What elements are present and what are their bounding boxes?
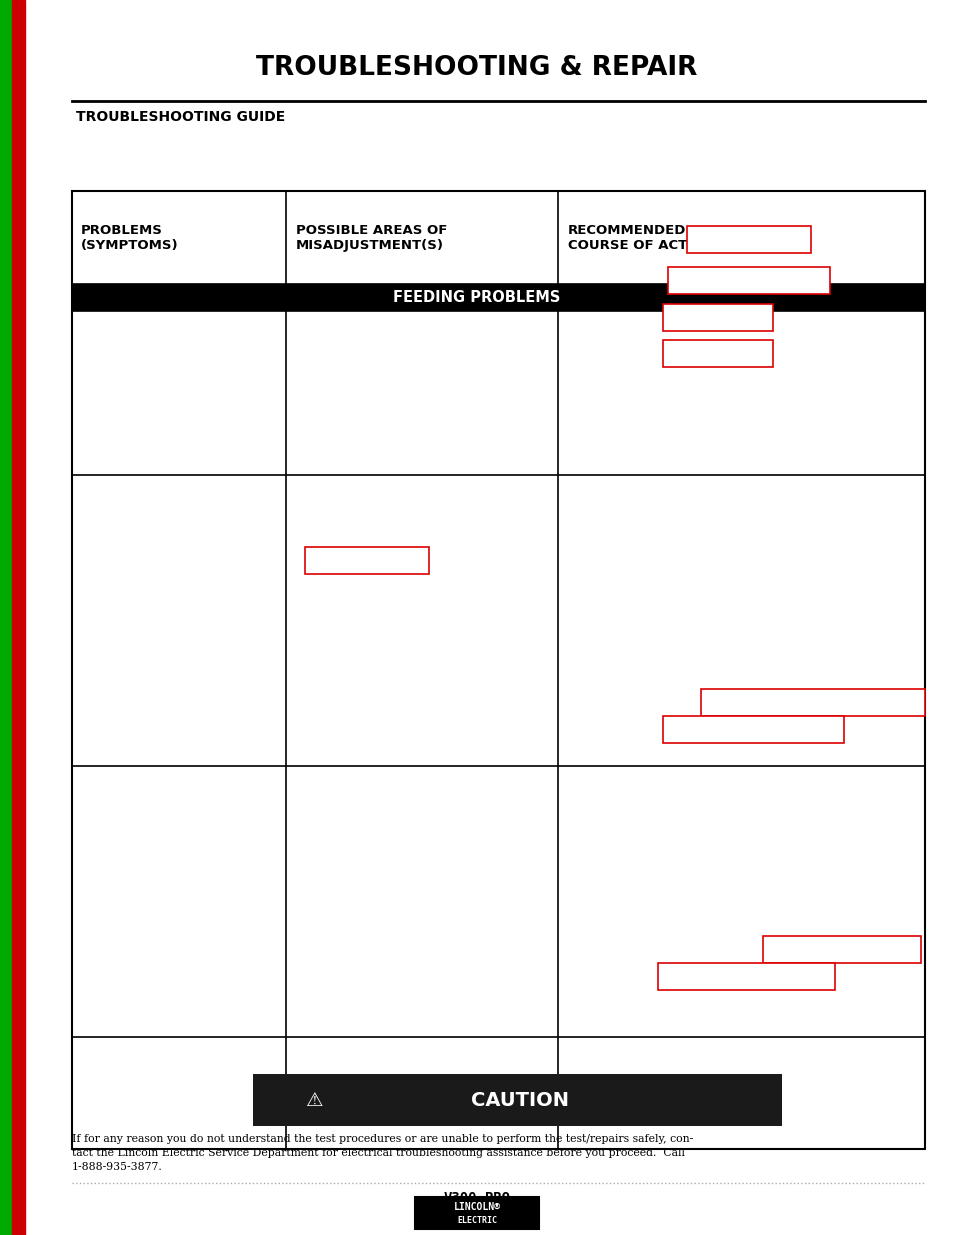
Bar	[686, 226, 810, 253]
Bar	[658, 963, 834, 990]
Text: TROUBLESHOOTING & REPAIR: TROUBLESHOOTING & REPAIR	[256, 54, 697, 82]
Text: Return to Section TOC: Return to Section TOC	[13, 514, 23, 598]
Text: Return to Master TOC: Return to Master TOC	[2, 231, 11, 312]
Text: Return to Section TOC: Return to Section TOC	[13, 180, 23, 264]
Text: ELECTRIC: ELECTRIC	[456, 1216, 497, 1225]
Text: V300-PRO: V300-PRO	[443, 1191, 510, 1205]
Text: Return to Section TOC: Return to Section TOC	[13, 1082, 23, 1166]
Bar	[662, 340, 772, 367]
Bar	[71, 284, 924, 311]
Text: POSSIBLE AREAS OF
MISADJUSTMENT(S): POSSIBLE AREAS OF MISADJUSTMENT(S)	[295, 224, 447, 252]
Bar	[71, 191, 924, 1149]
Bar	[305, 547, 429, 574]
Bar	[662, 304, 772, 331]
Bar	[762, 936, 920, 963]
Bar	[667, 267, 829, 294]
Text: FEEDING PROBLEMS: FEEDING PROBLEMS	[393, 290, 560, 305]
Text: Return to Master TOC: Return to Master TOC	[2, 558, 11, 640]
Bar	[415, 1197, 538, 1229]
Text: Return to Section TOC: Return to Section TOC	[13, 841, 23, 925]
Bar	[700, 689, 924, 716]
Text: Return to Master TOC: Return to Master TOC	[2, 1120, 11, 1202]
Text: ⚠: ⚠	[306, 1091, 323, 1110]
Text: Return to Master TOC: Return to Master TOC	[2, 892, 11, 973]
Bar	[12, 0, 25, 1235]
Text: If for any reason you do not understand the test procedures or are unable to per: If for any reason you do not understand …	[71, 1134, 692, 1172]
Text: CAUTION: CAUTION	[471, 1091, 568, 1110]
Text: TROUBLESHOOTING GUIDE: TROUBLESHOOTING GUIDE	[76, 110, 285, 125]
Bar	[662, 716, 843, 743]
Text: LINCOLN®: LINCOLN®	[453, 1202, 500, 1212]
Bar	[253, 1074, 781, 1126]
Bar	[0, 0, 12, 1235]
Text: PROBLEMS
(SYMPTOMS): PROBLEMS (SYMPTOMS)	[81, 224, 178, 252]
Text: RECOMMENDED
COURSE OF ACTION: RECOMMENDED COURSE OF ACTION	[567, 224, 714, 252]
